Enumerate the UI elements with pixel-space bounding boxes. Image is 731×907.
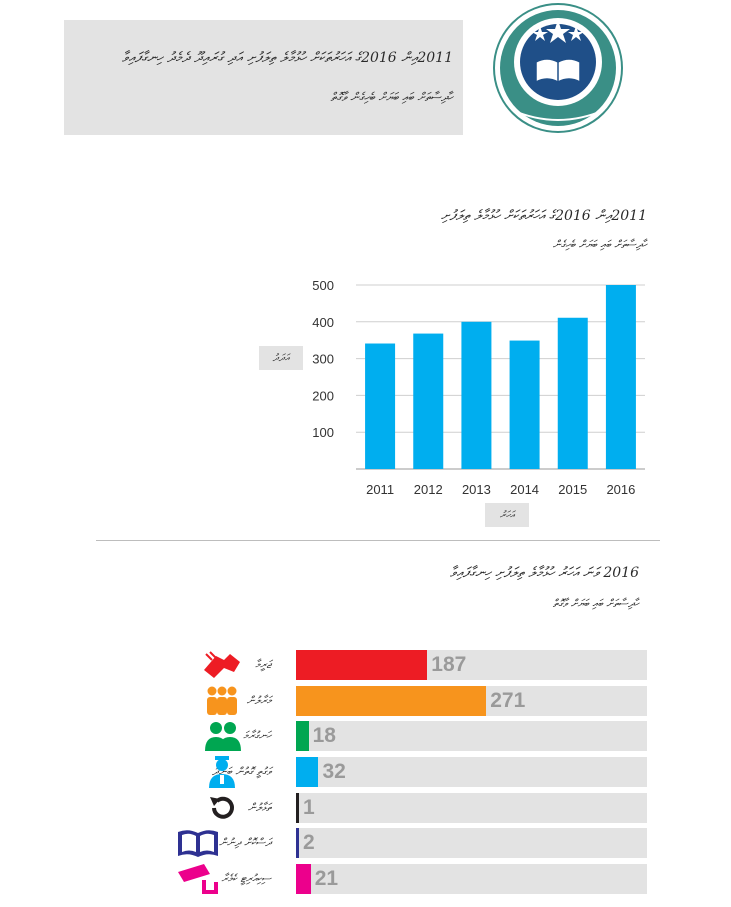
bar-2012 [413, 333, 444, 469]
bar-2015 [557, 317, 588, 469]
category-row: 271 މަރާލުން [0, 686, 731, 716]
refresh-icon [200, 791, 244, 825]
bar-value-label: 2 [303, 831, 315, 854]
bar-track [296, 721, 647, 751]
chart1-title-line1: 2011އިން 2016ގެ އަހަރުތަކަށް ހުޅުމާލެ ތި… [440, 208, 647, 224]
bar-value-label: 187 [431, 653, 467, 676]
category-row: 187 ޖަރީމާ [0, 650, 731, 680]
bar-value-label: 32 [322, 760, 346, 783]
police-emblem-logo [493, 3, 623, 133]
officer-icon [200, 755, 244, 789]
category-row: 2 ދަސްކޮށް ދިނުން [0, 828, 731, 858]
x-tick-label: 2014 [510, 482, 539, 497]
crowd-icon [200, 684, 244, 718]
bar-value-label: 18 [312, 724, 336, 747]
section-divider [96, 540, 660, 541]
camera-icon [176, 862, 220, 896]
category-label: ސިކިއުރިޓީ ކެމެރާ [221, 872, 271, 885]
header-title-box: 2011އިން 2016ގެ އަހަރުތަކަށް ހުޅުމާލެ ތި… [64, 20, 463, 135]
chart2-title-line2: ހާދިސާތަށް ބައި ބަޔަށް ވާގޮތް [552, 597, 639, 610]
category-row: 21 ސިކިއުރިޓީ ކެމެރާ [0, 864, 731, 894]
bar-2016 [605, 285, 636, 469]
chart1-title-line2: ހާދިސާތަށް ބައި ބަޔަށް ބެހިގެން [552, 238, 647, 251]
x-tick-label: 2013 [462, 482, 491, 497]
bar-track [296, 864, 647, 894]
y-tick-label: 100 [312, 425, 334, 440]
y-tick-label: 500 [312, 278, 334, 293]
category-label: ތަޅާލުން [247, 801, 271, 814]
category-row: 32 ވަގުތީ ގޮތުން ބަންދު [0, 755, 731, 789]
y-tick-label: 400 [312, 315, 334, 330]
bar-crowd [296, 686, 487, 716]
bar-track [296, 757, 647, 787]
chart1-ylabel: އަދަދު [259, 346, 303, 370]
bar-officer [296, 757, 319, 787]
bar-track [296, 828, 647, 858]
fight-icon [200, 648, 244, 682]
category-label: ހަނގުރާމަ [243, 729, 271, 742]
bar-value-label: 1 [303, 796, 315, 819]
category-label: ޖަރީމާ [255, 658, 271, 671]
y-tick-label: 300 [312, 352, 334, 367]
bar-2014 [509, 340, 540, 469]
bar-track [296, 793, 647, 823]
bar-book [296, 828, 299, 858]
category-row: 18 ހަނގުރާމަ [0, 721, 731, 751]
bar-fight [296, 650, 428, 680]
y-tick-label: 200 [312, 388, 334, 403]
bar-2011 [365, 343, 396, 469]
x-tick-label: 2016 [606, 482, 635, 497]
book-icon [176, 826, 220, 860]
category-row: 1 ތަޅާލުން [0, 793, 731, 823]
x-tick-label: 2012 [414, 482, 443, 497]
bar-2013 [461, 321, 492, 469]
x-tick-label: 2015 [558, 482, 587, 497]
chart1-xlabel: އަހަރު [485, 503, 529, 527]
bar-group [296, 721, 309, 751]
bar-camera [296, 864, 311, 894]
yearly-bar-chart: 100 200 300 400 500 2011 2012 2013 2014 2015 2016 [312, 278, 645, 497]
header-title-line1: 2011އިން 2016ގެ އަހަރުތަކަށް ހުޅުމާލެ ތި… [121, 50, 453, 66]
x-tick-label: 2011 [366, 482, 394, 497]
chart2-title-line1: 2016 ވަނަ އަހަރު ހުޅުމާލެ ތިލަފުށި ހިނގާ… [449, 565, 639, 581]
bar-value-label: 271 [490, 689, 526, 712]
bar-value-label: 21 [314, 867, 339, 890]
category-label: ދަސްކޮށް ދިނުން [218, 836, 271, 849]
bar-refresh [296, 793, 299, 823]
header-title-line2: ހާދިސާތަށް ބައި ބަޔަށް ބެހިގެން ވާގޮތް [330, 90, 453, 104]
group-icon [200, 719, 244, 753]
category-label: މަރާލުން [246, 694, 271, 707]
